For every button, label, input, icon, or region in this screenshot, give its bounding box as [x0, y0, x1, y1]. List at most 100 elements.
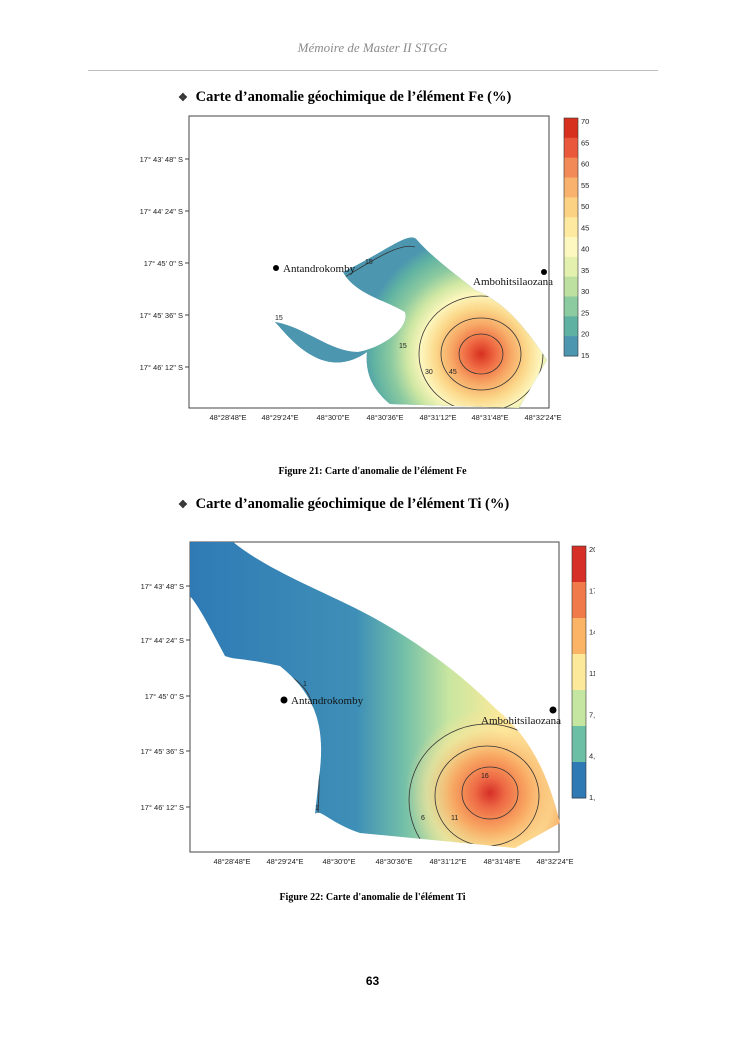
fe-contour-label: 45 — [449, 369, 457, 376]
legend-swatch — [564, 118, 578, 139]
legend-label: 45 — [581, 223, 589, 232]
fe-y-label: 17° 45' 36" S — [140, 311, 183, 320]
legend-label: 55 — [581, 181, 589, 190]
legend-swatch — [564, 316, 578, 337]
legend-swatch — [564, 237, 578, 258]
legend-swatch — [572, 618, 586, 655]
figure-22-caption: Figure 22: Carte d'anomalie de l'élément… — [279, 892, 466, 903]
fe-y-label: 17° 45' 0" S — [144, 259, 183, 268]
legend-label: 40 — [581, 245, 589, 254]
legend-label: 60 — [581, 160, 589, 169]
running-header: Mémoire de Master II STGG — [297, 40, 448, 55]
ambohitsilaozana-marker — [549, 706, 557, 714]
legend-swatch — [564, 137, 578, 159]
legend-label: 20,6 — [589, 545, 595, 554]
section-title-ti: ❖ Carte d’anomalie géochimique de l’élém… — [178, 496, 509, 513]
fe-contour-label: 15 — [399, 343, 407, 350]
section-title-ti-text: Carte d’anomalie géochimique de l’élémen… — [195, 496, 510, 512]
legend-swatch — [564, 197, 578, 218]
ti-place-ambohitsilaozana: Ambohitsilaozana — [481, 715, 561, 727]
legend-swatch — [572, 726, 586, 763]
fe-x-label: 48°31'48"E — [471, 413, 508, 422]
fe-legend: 70 65 60 55 50 45 40 35 30 25 20 15 — [563, 117, 589, 360]
ti-x-label: 48°32'24"E — [536, 857, 573, 866]
ti-y-label: 17° 44' 24" S — [141, 636, 184, 645]
legend-frame — [563, 117, 579, 357]
ti-y-ticks: 17° 43' 48" S 17° 44' 24" S 17° 45' 0" S… — [141, 582, 190, 812]
fe-x-label: 48°28'48"E — [209, 413, 246, 422]
page-number: 63 — [365, 974, 380, 988]
legend-label: 17,4 — [589, 586, 595, 595]
legend-frame — [571, 545, 587, 799]
legend-label: 70 — [581, 117, 589, 126]
legend-swatch — [564, 336, 578, 357]
figure-21-caption: Figure 21: Carte d'anomalie de l’élément… — [278, 466, 467, 477]
header-rule — [88, 70, 658, 71]
legend-swatch — [572, 582, 586, 619]
legend-label: 15 — [581, 351, 589, 360]
fe-x-label: 48°30'0"E — [317, 413, 350, 422]
legend-swatch — [572, 546, 586, 583]
diamond-bullet-icon: ❖ — [178, 92, 188, 104]
ti-contour-label: 1 — [303, 681, 307, 688]
legend-label: 14,2 — [589, 628, 595, 637]
ti-contour-label: 6 — [421, 815, 425, 822]
fe-x-label: 48°30'36"E — [366, 413, 403, 422]
legend-label: 25 — [581, 308, 589, 317]
fe-y-ticks: 17° 43' 48" S 17° 44' 24" S 17° 45' 0" S… — [140, 155, 189, 372]
ti-x-label: 48°29'24"E — [266, 857, 303, 866]
ti-legend: 20,6 17,4 14,2 11,0 7,8 4,6 1,4 — [571, 545, 595, 802]
ti-anomaly-map: 17° 43' 48" S 17° 44' 24" S 17° 45' 0" S… — [141, 541, 595, 866]
ambohitsilaozana-marker — [541, 269, 547, 275]
legend-swatch — [564, 157, 578, 178]
legend-swatch — [564, 177, 578, 198]
antandrokomby-marker — [273, 265, 279, 271]
legend-label: 4,6 — [589, 752, 595, 761]
legend-swatch — [572, 690, 586, 727]
legend-swatch — [564, 296, 578, 317]
fe-x-label: 48°31'12"E — [419, 413, 456, 422]
fe-place-antandrokomby: Antandrokomby — [283, 263, 356, 275]
legend-label: 35 — [581, 266, 589, 275]
legend-label: 1,4 — [589, 793, 595, 802]
legend-label: 11,0 — [589, 669, 595, 678]
fe-x-label: 48°29'24"E — [261, 413, 298, 422]
ti-y-label: 17° 43' 48" S — [141, 582, 184, 591]
fe-contour-label: 15 — [275, 315, 283, 322]
legend-swatch — [572, 762, 586, 799]
section-title-fe: ❖ Carte d’anomalie géochimique de l’élém… — [178, 89, 511, 106]
diamond-bullet-icon: ❖ — [178, 499, 188, 511]
ti-x-label: 48°31'48"E — [483, 857, 520, 866]
legend-swatch — [564, 256, 578, 278]
ti-contour-label: 1 — [315, 805, 319, 812]
fe-anomaly-map: 17° 43' 48" S 17° 44' 24" S 17° 45' 0" S… — [140, 115, 589, 422]
legend-label: 50 — [581, 202, 589, 211]
legend-swatch — [564, 276, 578, 297]
fe-y-label: 17° 46' 12" S — [140, 363, 183, 372]
ti-contour-label: 11 — [451, 815, 458, 822]
legend-label: 7,8 — [589, 710, 595, 719]
ti-y-label: 17° 45' 36" S — [141, 747, 184, 756]
fe-x-label: 48°32'24"E — [524, 413, 561, 422]
ti-y-label: 17° 45' 0" S — [145, 692, 184, 701]
fe-x-ticks: 48°28'48"E 48°29'24"E 48°30'0"E 48°30'36… — [209, 413, 561, 422]
legend-swatch — [564, 217, 578, 238]
antandrokomby-marker — [280, 696, 288, 704]
section-title-fe-text: Carte d’anomalie géochimique de l’élémen… — [195, 89, 512, 105]
legend-label: 30 — [581, 287, 589, 296]
ti-x-label: 48°28'48"E — [213, 857, 250, 866]
legend-swatch — [572, 654, 586, 691]
ti-x-ticks: 48°28'48"E 48°29'24"E 48°30'0"E 48°30'36… — [213, 857, 573, 866]
fe-y-label: 17° 44' 24" S — [140, 207, 183, 216]
ti-x-label: 48°30'36"E — [375, 857, 412, 866]
ti-x-label: 48°30'0"E — [323, 857, 356, 866]
fe-place-ambohitsilaozana: Ambohitsilaozana — [473, 276, 553, 288]
ti-x-label: 48°31'12"E — [429, 857, 466, 866]
ti-contour-label: 16 — [481, 773, 489, 780]
legend-label: 65 — [581, 138, 589, 147]
fe-y-label: 17° 43' 48" S — [140, 155, 183, 164]
legend-label: 20 — [581, 330, 589, 339]
ti-place-antandrokomby: Antandrokomby — [291, 695, 364, 707]
fe-contour-label: 30 — [425, 369, 433, 376]
ti-y-label: 17° 46' 12" S — [141, 803, 184, 812]
